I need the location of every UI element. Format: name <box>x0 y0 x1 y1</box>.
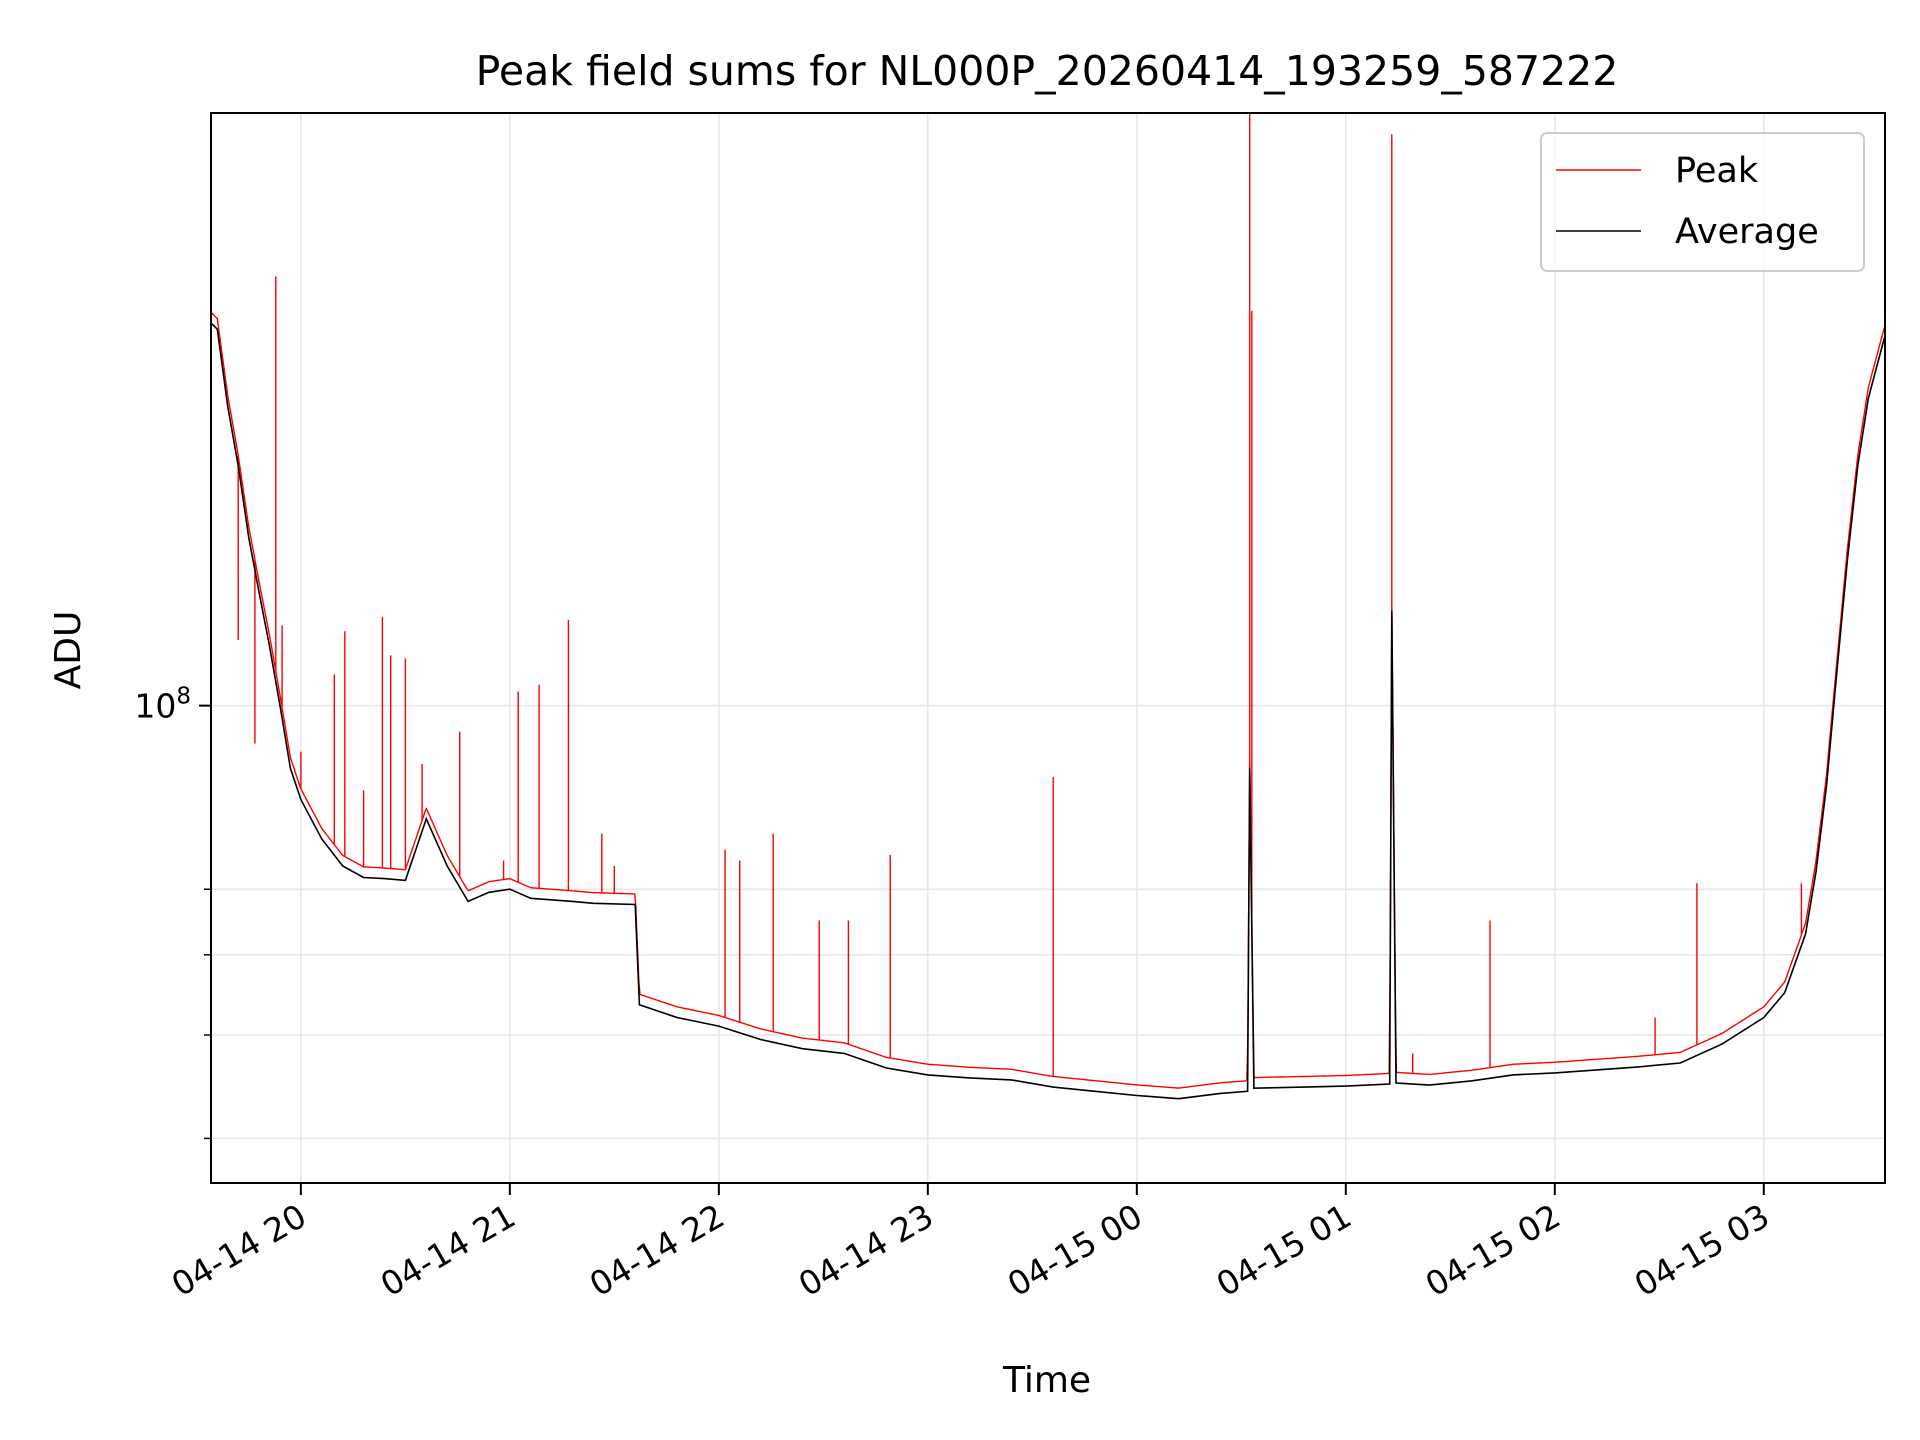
legend-box <box>1540 132 1865 272</box>
y-axis-label: ADU <box>48 611 89 690</box>
legend-average-label: Average <box>1675 212 1819 252</box>
chart-title: Peak field sums for NL000P_20260414_1932… <box>476 47 1619 95</box>
grid <box>211 113 1885 1183</box>
y-tick-label-0: 108 <box>134 684 191 726</box>
legend: Peak Average <box>1540 132 1865 272</box>
legend-peak-label: Peak <box>1675 151 1759 191</box>
series-layer <box>210 113 1886 1100</box>
plot-frame <box>210 112 1886 1184</box>
series-average-line <box>210 322 1886 1100</box>
series-peak-line <box>210 113 1886 1089</box>
x-axis-label: Time <box>1002 1360 1091 1401</box>
